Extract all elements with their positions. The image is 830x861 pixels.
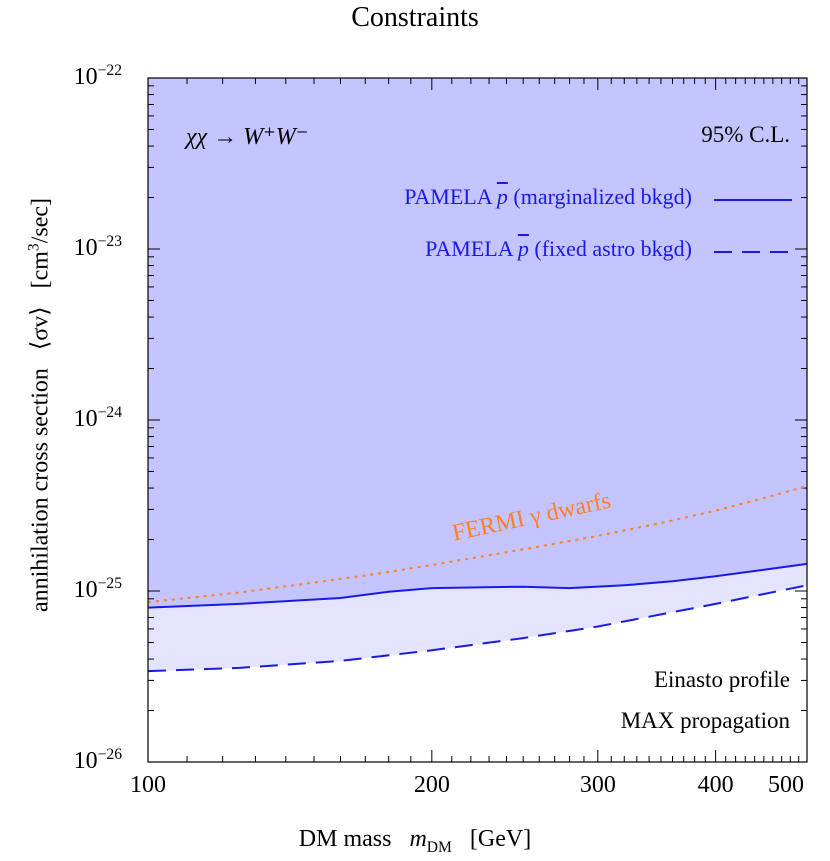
- x-tick-label: 500: [768, 772, 804, 798]
- chart-title: Constraints: [351, 2, 479, 33]
- y-tick-label: 10−26: [73, 746, 122, 774]
- x-axis-label: DM mass mDM [GeV]: [298, 826, 532, 856]
- pamela-fixed-line: [147, 584, 808, 673]
- axis-ticks: [147, 78, 808, 763]
- x-tick-label: 400: [697, 772, 734, 798]
- x-tick-label: 200: [413, 772, 450, 798]
- y-tick-label: 10−23: [73, 233, 122, 261]
- pamela-marginalized-line: [147, 562, 808, 609]
- legend-entry-fixed: PAMELA p (fixed astro bkgd): [425, 236, 692, 261]
- y-tick-label: 10−25: [73, 575, 122, 603]
- legend-entry-marginalized: PAMELA p (marginalized bkgd): [404, 184, 692, 209]
- plot-frame: [147, 77, 808, 763]
- y-axis-label: annihilation cross section ⟨σv⟩ [cm3/sec…: [25, 197, 54, 613]
- profile-label: Einasto profile: [653, 667, 790, 692]
- y-tick-label: 10−24: [73, 404, 122, 432]
- confidence-label: 95% C.L.: [701, 122, 790, 147]
- uncertainty-band: [148, 563, 807, 672]
- process-label: χχ → W⁺W⁻: [186, 124, 309, 150]
- excluded-region: [148, 78, 807, 608]
- propagation-label: MAX propagation: [620, 708, 790, 733]
- y-tick-label: 10−22: [73, 62, 122, 90]
- x-tick-label: 300: [579, 772, 616, 798]
- x-tick-label: 100: [130, 772, 166, 798]
